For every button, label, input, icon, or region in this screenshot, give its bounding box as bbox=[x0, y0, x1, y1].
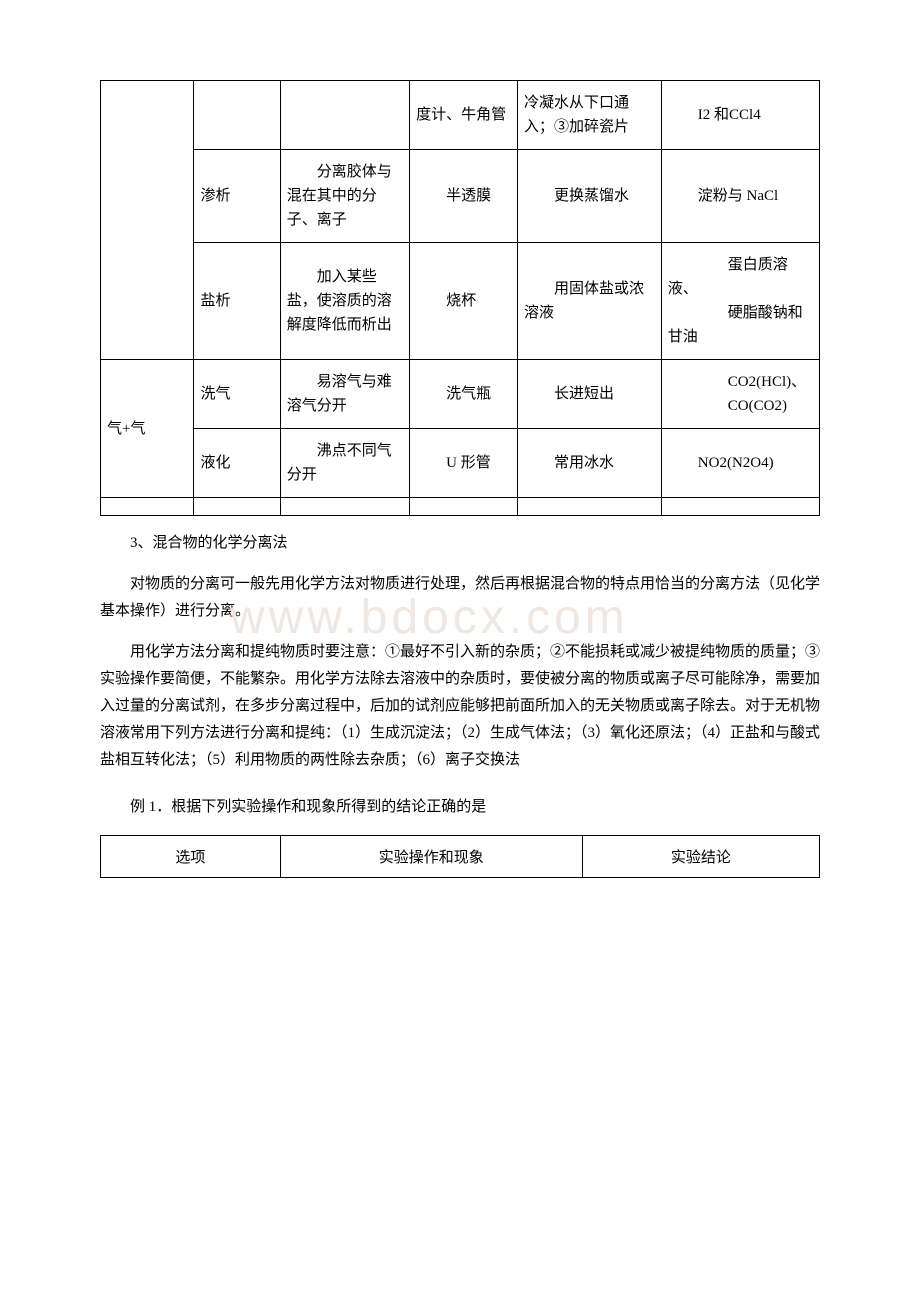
cell-apparatus: 半透膜 bbox=[410, 150, 518, 243]
table-row: 度计、牛角管 冷凝水从下口通入；③加碎瓷片 I2 和CCl4 bbox=[101, 81, 820, 150]
ex-header-conclusion: 实验结论 bbox=[582, 836, 819, 878]
cell-example-line: CO2(HCl)、 bbox=[668, 370, 813, 394]
cell-example: CO2(HCl)、 CO(CO2) bbox=[661, 360, 819, 429]
cell-method: 盐析 bbox=[194, 243, 280, 360]
cell-principle: 加入某些盐，使溶质的溶解度降低而析出 bbox=[280, 243, 409, 360]
separation-methods-table: 度计、牛角管 冷凝水从下口通入；③加碎瓷片 I2 和CCl4 渗析 分离胶体与混… bbox=[100, 80, 820, 516]
cell-example: 蛋白质溶液、 硬脂酸钠和甘油 bbox=[661, 243, 819, 360]
cell-principle: 易溶气与难溶气分开 bbox=[280, 360, 409, 429]
cell-example: NO2(N2O4) bbox=[661, 429, 819, 498]
example-heading: 例 1．根据下列实验操作和现象所得到的结论正确的是 bbox=[100, 794, 820, 821]
cell-example: 淀粉与 NaCl bbox=[661, 150, 819, 243]
cell-apparatus: 洗气瓶 bbox=[410, 360, 518, 429]
example-table: 选项 实验操作和现象 实验结论 bbox=[100, 835, 820, 878]
cell-notes: 冷凝水从下口通入；③加碎瓷片 bbox=[517, 81, 661, 150]
cell-apparatus: U 形管 bbox=[410, 429, 518, 498]
cell-principle: 分离胶体与混在其中的分子、离子 bbox=[280, 150, 409, 243]
cell-apparatus: 度计、牛角管 bbox=[410, 81, 518, 150]
cell-example-line: 硬脂酸钠和甘油 bbox=[668, 301, 813, 349]
cell-notes: 常用冰水 bbox=[517, 429, 661, 498]
body-paragraph: 用化学方法分离和提纯物质时要注意：①最好不引入新的杂质；②不能损耗或减少被提纯物… bbox=[100, 639, 820, 774]
cell-notes: 用固体盐或浓溶液 bbox=[517, 243, 661, 360]
section-heading: 3、混合物的化学分离法 bbox=[100, 530, 820, 557]
cell-notes: 更换蒸馏水 bbox=[517, 150, 661, 243]
cell-method bbox=[194, 81, 280, 150]
table-row: 液化 沸点不同气分开 U 形管 常用冰水 NO2(N2O4) bbox=[101, 429, 820, 498]
cell-method: 渗析 bbox=[194, 150, 280, 243]
cell-category: 气+气 bbox=[101, 360, 194, 498]
cell-example: I2 和CCl4 bbox=[661, 81, 819, 150]
ex-header-operation: 实验操作和现象 bbox=[280, 836, 582, 878]
cell-principle: 沸点不同气分开 bbox=[280, 429, 409, 498]
cell-notes: 长进短出 bbox=[517, 360, 661, 429]
cell-apparatus: 烧杯 bbox=[410, 243, 518, 360]
table-row: 选项 实验操作和现象 实验结论 bbox=[101, 836, 820, 878]
table-row: 渗析 分离胶体与混在其中的分子、离子 半透膜 更换蒸馏水 淀粉与 NaCl bbox=[101, 150, 820, 243]
document-page: 度计、牛角管 冷凝水从下口通入；③加碎瓷片 I2 和CCl4 渗析 分离胶体与混… bbox=[0, 0, 920, 938]
cell-example-line: CO(CO2) bbox=[668, 394, 813, 418]
cell-principle bbox=[280, 81, 409, 150]
table-row: 气+气 洗气 易溶气与难溶气分开 洗气瓶 长进短出 CO2(HCl)、 CO(C… bbox=[101, 360, 820, 429]
cell-example-line: 蛋白质溶液、 bbox=[668, 253, 813, 301]
table-spacer-row bbox=[101, 498, 820, 516]
cell-method: 液化 bbox=[194, 429, 280, 498]
ex-header-option: 选项 bbox=[101, 836, 281, 878]
cell-category bbox=[101, 81, 194, 360]
table-row: 盐析 加入某些盐，使溶质的溶解度降低而析出 烧杯 用固体盐或浓溶液 蛋白质溶液、… bbox=[101, 243, 820, 360]
cell-method: 洗气 bbox=[194, 360, 280, 429]
body-paragraph: 对物质的分离可一般先用化学方法对物质进行处理，然后再根据混合物的特点用恰当的分离… bbox=[100, 571, 820, 625]
